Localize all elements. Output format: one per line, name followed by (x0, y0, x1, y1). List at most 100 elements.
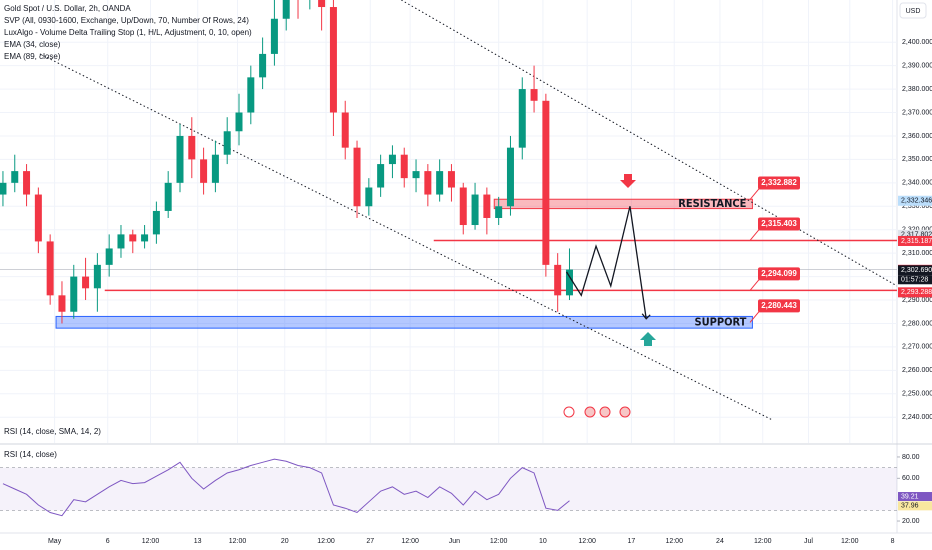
candle-body (412, 171, 420, 179)
callout-label: 2,332.882 (761, 178, 797, 187)
x-tick-label: 10 (539, 538, 547, 545)
candle-body (259, 53, 267, 78)
candle-body (70, 276, 78, 312)
callout-pointer (749, 187, 761, 200)
countdown-box (898, 275, 932, 285)
candle-body (152, 210, 160, 235)
candle-body (471, 194, 479, 226)
candle-body (377, 164, 385, 188)
currency: USD (906, 8, 921, 15)
callout-box (758, 299, 800, 313)
y-tick-label: 2,270.000 (902, 344, 932, 351)
legend-line: EMA (89, close) (4, 52, 61, 61)
x-tick-label: 12:00 (754, 538, 772, 545)
up-arrow (640, 332, 656, 346)
callout-box (758, 176, 800, 190)
candle-body (223, 131, 231, 155)
y-tick-label: 2,340.000 (902, 180, 932, 187)
event-icon[interactable] (563, 406, 575, 418)
price-label-box (898, 229, 932, 240)
candle-body (164, 182, 172, 211)
rsi-pane (0, 458, 897, 517)
candle-body (542, 100, 550, 265)
candle-body (282, 0, 290, 19)
rsi-last-label: 37.96 (901, 503, 919, 510)
projection-path (565, 206, 647, 319)
callout-box (758, 267, 800, 281)
price-label: 2,332.346 (901, 198, 932, 205)
event-icon[interactable] (599, 406, 611, 418)
candle-body (188, 135, 196, 160)
candle-body (270, 18, 278, 54)
x-tick-label: 13 (194, 538, 202, 545)
candle-body (447, 171, 455, 188)
candle-body (459, 187, 467, 226)
candle-body (247, 77, 255, 113)
event-icon[interactable] (619, 406, 631, 418)
y-tick-label: 2,360.000 (902, 133, 932, 140)
rsi-tick-label: 20.00 (902, 518, 920, 525)
rsi-tick-label: 80.00 (902, 454, 920, 461)
candle-body (11, 171, 19, 183)
currency-button[interactable] (899, 2, 927, 19)
callout-pointer (749, 310, 761, 323)
y-tick-label: 2,290.000 (902, 297, 932, 304)
y-tick-label: 2,280.000 (902, 320, 932, 327)
price-label-box (898, 265, 932, 276)
x-tick-label: 27 (366, 538, 374, 545)
y-tick-label: 2,260.000 (902, 367, 932, 374)
overlay: 2,240.000 2,250.000 2,260.000 2,270.000 2,28… (48, 39, 932, 545)
price-pane (0, 0, 897, 443)
candle-body (235, 112, 243, 132)
candle-body (117, 234, 125, 249)
candle-body (353, 147, 361, 207)
trendline (39, 53, 772, 421)
candle-body (318, 0, 326, 8)
zone (493, 198, 753, 210)
candle-body (105, 248, 113, 265)
y-tick-label: 2,240.000 (902, 414, 932, 421)
legend-line: LuxAlgo - Volume Delta Trailing Stop (1,… (4, 28, 252, 37)
projection-arrowhead (641, 313, 651, 320)
price-label: 2,302.690 (901, 267, 932, 274)
candle-body (365, 187, 373, 207)
rsi-last-label: 39.21 (901, 493, 919, 500)
candle-body (518, 89, 526, 148)
zone-label: RESISTANCE (678, 197, 746, 210)
candle-body (0, 182, 7, 195)
x-tick-label: Jul (804, 538, 813, 545)
x-tick-label: May (48, 538, 62, 545)
candle-body (565, 269, 573, 296)
candle-body (93, 264, 101, 289)
down-arrow (620, 174, 636, 188)
candle-body (46, 241, 54, 296)
x-tick-label: 17 (628, 538, 636, 545)
rsi-line (2, 458, 570, 517)
candle-body (129, 234, 137, 242)
candle-body (530, 89, 538, 101)
callout-label: 2,315.403 (761, 219, 797, 228)
candle-body (176, 135, 184, 183)
candle-body (554, 264, 562, 296)
event-icon[interactable] (584, 406, 596, 418)
trendline (401, 0, 897, 287)
callout-box (758, 217, 800, 231)
legend-line: SVP (All, 0930-1600, Exchange, Up/Down, … (4, 16, 249, 25)
callout-label: 2,294.099 (761, 269, 797, 278)
candle-body (200, 159, 208, 183)
rsi-title: RSI (14, close) (4, 450, 57, 459)
y-tick-label: 2,400.000 (902, 39, 932, 46)
x-tick-label: 12:00 (578, 538, 596, 545)
candle-body (388, 154, 396, 165)
rsi-last-box (898, 501, 932, 511)
y-tick-label: 2,330.000 (902, 203, 932, 210)
y-tick-label: 2,390.000 (902, 62, 932, 69)
candle-body (436, 171, 444, 195)
x-tick-label: 12:00 (401, 538, 419, 545)
candle-body (400, 154, 408, 179)
chart-title: Gold Spot / U.S. Dollar, 2h, OANDA (4, 4, 131, 13)
y-tick-label: 2,380.000 (902, 86, 932, 93)
x-tick-label: 12:00 (490, 538, 508, 545)
y-tick-label: 2,370.000 (902, 109, 932, 116)
